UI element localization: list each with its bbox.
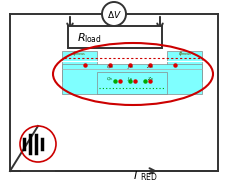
Text: $\phi_{\rm meas}$: $\phi_{\rm meas}$ [72,49,86,58]
Circle shape [102,2,126,26]
Text: $Q_{\rm n}$: $Q_{\rm n}$ [106,75,114,83]
Text: $I$: $I$ [133,169,138,181]
Text: $J_{\rm n}$: $J_{\rm n}$ [127,75,133,83]
Text: $\Delta V$: $\Delta V$ [106,9,121,19]
Bar [97,72,167,94]
Text: $Z_{\rm n}$: $Z_{\rm n}$ [147,75,153,83]
Text: $R$: $R$ [77,31,86,43]
FancyBboxPatch shape [68,26,162,48]
Bar [167,51,202,81]
Text: $\mathrm{load}$: $\mathrm{load}$ [84,33,102,43]
Bar [62,51,97,81]
Text: $Q_{\rm m}$: $Q_{\rm m}$ [106,63,114,71]
Text: $J_{\rm m}$: $J_{\rm m}$ [127,63,133,71]
Text: $\mathrm{RED}$: $\mathrm{RED}$ [140,171,158,182]
Bar [62,64,202,94]
Text: $\phi_{\rm meas}$: $\phi_{\rm meas}$ [178,49,192,58]
Text: $Z_{\rm m}$: $Z_{\rm m}$ [146,63,154,71]
